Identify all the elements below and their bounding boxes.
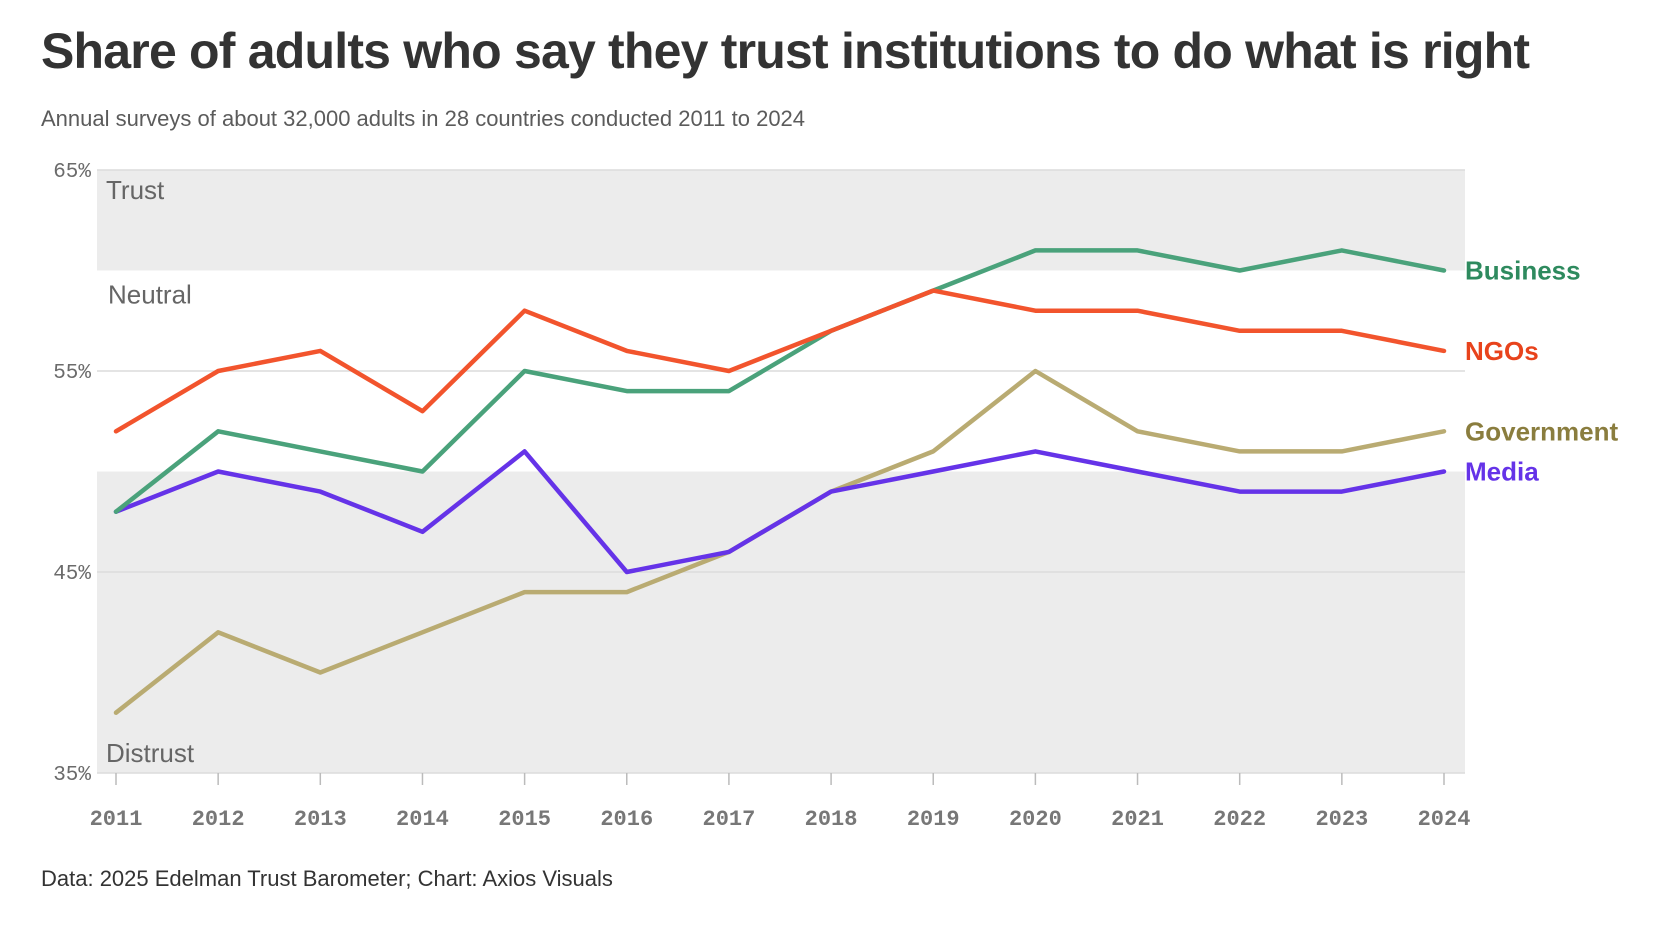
- x-tick-label: 2019: [907, 807, 960, 832]
- series-label-government: Government: [1465, 416, 1618, 446]
- source-note: Data: 2025 Edelman Trust Barometer; Char…: [41, 866, 613, 891]
- y-tick-label: 65%: [53, 161, 91, 184]
- chart-subtitle: Annual surveys of about 32,000 adults in…: [41, 106, 806, 131]
- zone-label-neutral: Neutral: [108, 280, 192, 310]
- x-tick-label: 2016: [600, 807, 653, 832]
- x-tick-label: 2021: [1111, 807, 1164, 832]
- x-tick-label: 2018: [805, 807, 858, 832]
- x-tick-label: 2014: [396, 807, 449, 832]
- x-tick-label: 2017: [703, 807, 756, 832]
- chart-title: Share of adults who say they trust insti…: [41, 23, 1530, 79]
- series-line-media: [113, 449, 1447, 575]
- x-tick-label: 2022: [1213, 807, 1266, 832]
- line-chart: 35% 45% 55% 65% Trust Neutral Distrust 2011 2012…: [53, 161, 1618, 832]
- series-label-media: Media: [1465, 457, 1539, 487]
- x-tick-label: 2012: [192, 807, 245, 832]
- zone-label-distrust: Distrust: [106, 738, 195, 768]
- x-tick-label: 2015: [498, 807, 551, 832]
- zone-label-trust: Trust: [106, 175, 165, 205]
- x-tick-label: 2023: [1315, 807, 1368, 832]
- zone-band-distrust: [97, 471, 1465, 773]
- x-tick-label: 2011: [90, 807, 143, 832]
- x-tick-label: 2024: [1418, 807, 1471, 832]
- zone-band-trust: [97, 170, 1465, 271]
- x-tick-label: 2013: [294, 807, 347, 832]
- y-tick-label: 35%: [53, 764, 91, 787]
- series-line-ngos: [113, 288, 1447, 434]
- series-label-ngos: NGOs: [1465, 336, 1539, 366]
- y-tick-label: 55%: [53, 362, 91, 385]
- x-tick-label: 2020: [1009, 807, 1062, 832]
- y-tick-label: 45%: [53, 563, 91, 586]
- series-label-business: Business: [1465, 256, 1581, 286]
- series-line-business: [113, 248, 1447, 514]
